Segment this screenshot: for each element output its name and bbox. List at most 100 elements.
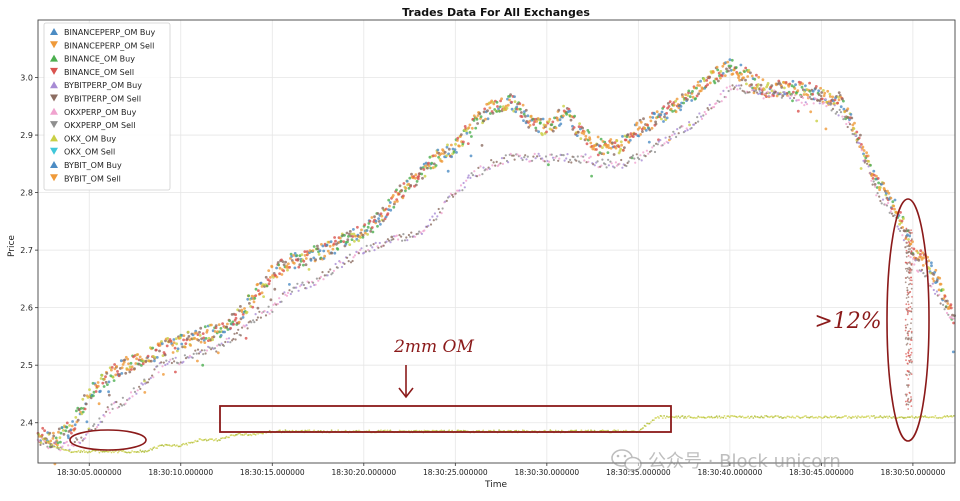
trade-point: [309, 258, 313, 262]
trade-point: [529, 114, 533, 118]
trade-point: [707, 108, 710, 111]
trade-point: [931, 277, 935, 281]
trade-point: [862, 149, 866, 152]
trade-point: [871, 183, 874, 186]
trade-point: [97, 423, 100, 427]
trade-point: [80, 449, 82, 452]
trade-point: [680, 101, 683, 105]
trade-point: [330, 251, 334, 255]
trade-point: [860, 416, 862, 419]
trade-point: [269, 276, 272, 279]
trade-point: [785, 417, 787, 419]
trade-point: [432, 162, 436, 166]
trade-point: [850, 128, 853, 131]
wechat-icon: [611, 449, 642, 472]
trade-point: [886, 415, 888, 418]
trade-point: [284, 429, 287, 432]
trade-point: [176, 444, 178, 447]
trade-point: [516, 107, 519, 111]
trade-point: [221, 437, 224, 439]
trade-point: [79, 451, 82, 454]
trade-point: [412, 175, 416, 178]
trade-point: [949, 303, 953, 307]
trade-point: [402, 233, 405, 236]
trade-point: [332, 242, 336, 246]
trade-point: [725, 86, 728, 89]
trade-point: [794, 83, 797, 86]
trade-point: [858, 142, 861, 145]
trade-point: [201, 332, 205, 335]
trade-point: [899, 416, 901, 419]
trade-point: [429, 223, 433, 226]
trade-point: [452, 150, 456, 154]
trade-point: [156, 447, 159, 450]
selloff-point: [904, 267, 907, 270]
trade-point: [741, 415, 744, 418]
trade-point: [575, 429, 578, 432]
trade-point: [333, 251, 337, 255]
trade-point: [401, 239, 404, 242]
trade-point: [330, 429, 333, 432]
selloff-point: [907, 401, 910, 403]
trade-point: [134, 450, 136, 453]
trade-point: [221, 322, 225, 326]
trade-point: [495, 100, 499, 104]
trade-point: [225, 325, 229, 329]
trade-point: [872, 169, 876, 173]
trade-point: [169, 358, 172, 361]
trade-point: [397, 192, 401, 196]
trade-point: [121, 363, 125, 366]
selloff-point: [904, 393, 907, 396]
trade-point: [909, 416, 912, 419]
trade-point: [197, 338, 201, 342]
trade-point: [715, 65, 719, 69]
legend-label: BINANCE_OM Sell: [64, 68, 134, 77]
trade-point: [744, 78, 747, 82]
trade-point: [200, 337, 204, 341]
trade-point: [284, 260, 287, 264]
trade-point: [427, 161, 430, 165]
trade-point: [43, 437, 46, 440]
trade-point: [194, 349, 197, 352]
trade-point: [61, 445, 64, 448]
trade-point: [660, 110, 664, 114]
trade-point: [655, 110, 659, 114]
trade-point: [853, 121, 856, 125]
trade-point: [908, 250, 911, 253]
trade-point: [704, 113, 708, 116]
trade-point: [288, 283, 291, 286]
trade-point: [848, 123, 852, 126]
legend-marker: [50, 81, 58, 89]
trade-point: [952, 321, 955, 325]
trade-point: [657, 140, 660, 143]
trade-point: [417, 232, 420, 235]
trade-point: [843, 115, 846, 118]
trade-point: [713, 105, 716, 109]
trade-point: [252, 319, 255, 322]
trade-point: [584, 153, 587, 156]
trade-point: [314, 258, 317, 262]
trade-point: [706, 107, 709, 110]
legend-marker: [50, 147, 58, 155]
trade-point: [584, 429, 587, 432]
selloff-point: [910, 322, 912, 325]
trade-point: [281, 260, 285, 263]
trade-point: [228, 319, 232, 323]
trade-point: [744, 416, 747, 419]
selloff-point: [906, 245, 909, 248]
y-tick-label: 2.9: [20, 131, 33, 140]
trade-point: [322, 257, 326, 260]
trade-point: [497, 163, 500, 166]
trade-point: [440, 212, 443, 215]
trade-point: [661, 417, 664, 419]
trade-point: [475, 117, 479, 121]
trade-point: [96, 381, 100, 384]
plot-frame: [37, 19, 956, 464]
trade-point: [837, 114, 840, 117]
trade-point: [179, 336, 182, 339]
trade-point: [907, 416, 909, 418]
trade-point: [196, 348, 200, 351]
trade-point: [387, 198, 391, 202]
trade-point: [617, 145, 621, 149]
trade-point: [39, 441, 43, 444]
